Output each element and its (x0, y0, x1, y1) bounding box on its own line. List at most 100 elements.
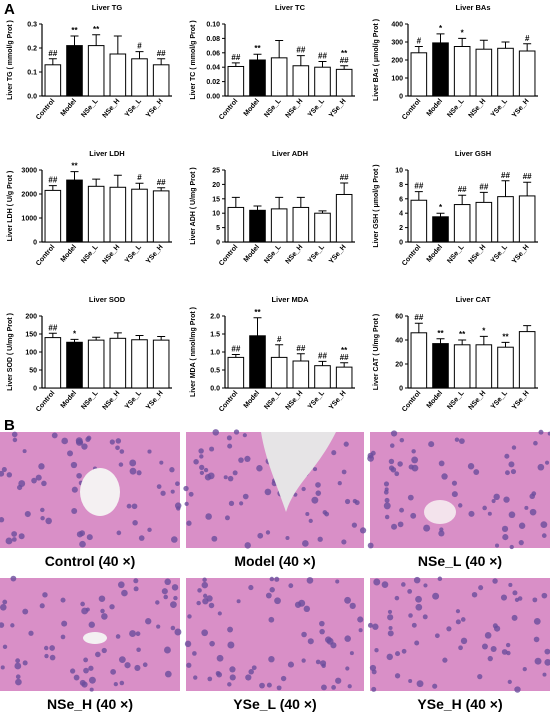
y-tick-label: 40 (395, 338, 403, 345)
bar (131, 58, 148, 97)
significance-label: ** (437, 329, 444, 338)
significance-label: ** (93, 25, 100, 34)
nucleus (226, 435, 232, 441)
nucleus (147, 449, 152, 454)
chart-title: Liver CAT (456, 295, 491, 304)
nucleus (86, 534, 93, 541)
nucleus (5, 537, 13, 545)
bar (314, 212, 331, 243)
nucleus (331, 685, 336, 690)
nucleus (335, 677, 342, 684)
nucleus (301, 631, 307, 638)
error-bar (340, 362, 349, 368)
nucleus (138, 535, 145, 541)
nucleus (349, 602, 356, 610)
error-bar (275, 344, 284, 358)
bar (109, 186, 127, 243)
nucleus (42, 592, 48, 598)
significance-label: ** (341, 49, 348, 58)
nucleus (40, 515, 45, 521)
significance-label: ## (231, 345, 240, 354)
nucleus (477, 673, 483, 680)
nucleus (315, 482, 321, 488)
error-bar (523, 325, 532, 332)
nucleus (387, 609, 393, 615)
nucleus (384, 487, 389, 492)
nucleus (344, 498, 351, 505)
nucleus (217, 611, 222, 616)
bar (87, 185, 105, 243)
nucleus (319, 628, 325, 635)
nucleus (88, 621, 95, 628)
nucleus (40, 507, 45, 513)
y-tick-label: 0.08 (206, 36, 220, 43)
nucleus (257, 532, 264, 539)
nucleus (540, 521, 548, 529)
nucleus (301, 658, 306, 663)
chart-title: Liver SOD (89, 295, 126, 304)
significance-label: ** (71, 26, 78, 35)
nucleus (227, 443, 233, 449)
nucleus (49, 645, 55, 651)
nucleus (100, 608, 105, 614)
significance-label: ** (341, 346, 348, 355)
error-bar (70, 35, 79, 46)
significance-label: ## (296, 344, 305, 353)
nucleus (208, 602, 215, 609)
nucleus (347, 684, 352, 689)
nucleus (171, 584, 179, 591)
error-bar (414, 46, 423, 53)
bar (518, 331, 536, 389)
nucleus (176, 506, 181, 511)
error-bar (135, 51, 144, 59)
x-tick-label: YSe_H (328, 98, 348, 119)
bar (44, 64, 62, 97)
x-tick-label: YSe_H (511, 98, 531, 119)
error-bar (318, 210, 327, 214)
nucleus (95, 651, 101, 658)
bar (518, 50, 536, 97)
y-tick-label: 6 (399, 196, 403, 203)
nucleus (109, 604, 115, 610)
nucleus (31, 477, 37, 484)
nucleus (145, 618, 152, 625)
error-bar (296, 353, 305, 361)
nucleus (387, 630, 394, 637)
significance-label: ## (318, 51, 327, 60)
y-tick-label: 0.5 (210, 368, 220, 375)
nucleus (458, 645, 463, 651)
nucleus (199, 454, 204, 459)
nucleus (371, 669, 377, 675)
error-bar (135, 334, 144, 340)
nucleus (415, 595, 422, 603)
nucleus (265, 592, 272, 599)
bar (453, 46, 471, 97)
nucleus (401, 582, 406, 587)
nucleus (381, 581, 389, 588)
nucleus (256, 465, 263, 472)
nucleus (2, 644, 8, 650)
nucleus (438, 530, 445, 537)
nucleus (367, 542, 374, 549)
nucleus (202, 577, 207, 583)
bar (44, 337, 62, 389)
nucleus (133, 586, 139, 592)
nucleus (227, 682, 232, 687)
bar (152, 339, 170, 389)
nucleus (502, 534, 509, 541)
error-bar (113, 174, 122, 188)
nucleus (451, 480, 458, 486)
nucleus (500, 594, 508, 601)
nucleus (394, 673, 401, 679)
y-tick-label: 0.1 (27, 70, 37, 77)
bar (453, 204, 471, 243)
nucleus (399, 437, 405, 443)
error-bar (70, 338, 79, 343)
nucleus (344, 596, 351, 604)
bar (109, 53, 127, 97)
nucleus (276, 685, 282, 691)
y-tick-label: 0.10 (206, 22, 220, 29)
nucleus (183, 485, 189, 492)
error-bar (436, 33, 445, 43)
error-bar (253, 317, 262, 336)
